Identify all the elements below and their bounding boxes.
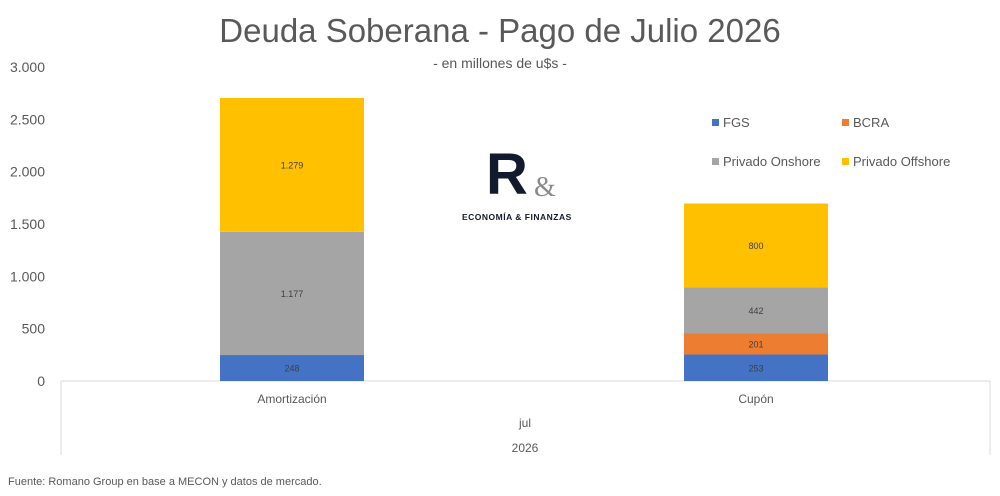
legend-label: Privado Offshore [853, 154, 950, 169]
y-tick-label: 3.000 [10, 59, 45, 75]
x-group-label: jul [518, 416, 531, 430]
bar-segment [220, 97, 364, 232]
data-label: 248 [284, 364, 299, 374]
y-tick-label: 1.500 [10, 216, 45, 232]
logo-tagline: ECONOMÍA & FINANZAS [462, 212, 572, 222]
data-label: 800 [748, 241, 763, 251]
legend-label: BCRA [853, 115, 889, 130]
y-tick-label: 2.500 [10, 111, 45, 127]
legend-swatch [842, 119, 849, 126]
bar-segment [220, 231, 364, 356]
bar-segment [220, 355, 364, 381]
bar-segment [684, 333, 828, 355]
logo: R & ECONOMÍA & FINANZAS [458, 142, 578, 226]
y-tick-label: 1.000 [10, 268, 45, 284]
data-label: 201 [748, 340, 763, 350]
chart-subtitle: - en millones de u$s - [433, 55, 567, 71]
data-label: 253 [748, 363, 763, 373]
logo-ampersand: & [534, 172, 556, 203]
legend-label: Privado Onshore [723, 154, 821, 169]
chart-title: Deuda Soberana - Pago de Julio 2026 [219, 12, 781, 49]
data-label: 1.279 [281, 160, 304, 170]
x-category-label: Cupón [738, 392, 773, 406]
legend-swatch [712, 119, 719, 126]
legend-swatch [842, 158, 849, 165]
y-tick-label: 0 [37, 373, 45, 389]
y-tick-label: 500 [22, 321, 46, 337]
bar-segment [684, 354, 828, 381]
bar-segment [684, 287, 828, 334]
bar-segment [684, 203, 828, 288]
y-tick-label: 2.000 [10, 164, 45, 180]
legend-label: FGS [723, 115, 750, 130]
data-label: 1.177 [281, 289, 304, 299]
x-category-label: Amortización [257, 392, 326, 406]
x-group-label: 2026 [512, 441, 539, 455]
source-note: Fuente: Romano Group en base a MECON y d… [8, 476, 322, 488]
legend-swatch [712, 158, 719, 165]
logo-mark: R [486, 142, 528, 207]
data-label: 442 [748, 306, 763, 316]
